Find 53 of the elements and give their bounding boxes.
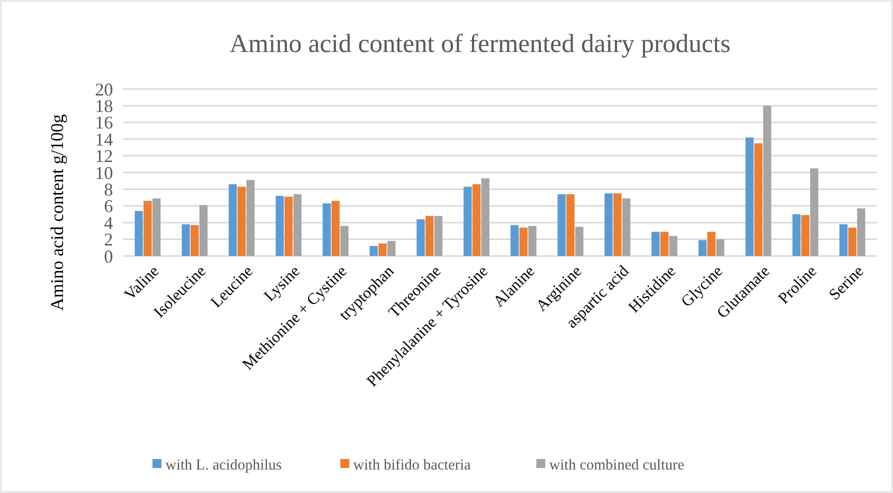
y-axis-title: Amino acid content g/100g [47,114,67,311]
bar [370,246,378,256]
bar [152,198,161,256]
bar [425,216,434,256]
bar [144,200,152,256]
bar [340,226,348,256]
bar [716,239,724,256]
bar [387,240,396,256]
bar [792,214,801,256]
bar [622,198,630,256]
bar [528,226,536,256]
bar [558,194,566,256]
bar [416,219,425,256]
bar [284,196,293,256]
bar [698,240,707,256]
bar [134,210,143,256]
bar [857,208,866,256]
bar [434,216,442,256]
bar [246,180,255,256]
bar [238,186,246,256]
bar [276,196,284,256]
bar [182,224,190,256]
bar [660,232,668,256]
bar [745,137,754,256]
bar [519,228,528,256]
bar [190,225,199,256]
bar [293,194,302,256]
legend-label: with bifido bacteria [353,457,472,474]
bar [199,205,208,256]
bar [566,194,575,256]
bar [322,203,331,256]
bar [604,193,613,256]
bar [763,106,772,256]
legend-label: with L. acidophilus [166,457,282,474]
bar [848,228,856,256]
bar [707,232,716,256]
bar [481,178,490,256]
bar [332,200,340,256]
bar [378,243,387,256]
bar [464,186,472,256]
bar [510,225,519,256]
bar [228,184,237,256]
bar [810,168,818,256]
legend-label: with combined culture [549,457,685,474]
bar [801,215,810,256]
bar [839,224,848,256]
bar [669,236,678,256]
bar [575,226,584,256]
bar [652,232,660,256]
bar [472,184,481,256]
bar [613,193,622,256]
chart-title: Amino acid content of fermented dairy products [229,29,731,58]
bar [754,143,762,256]
